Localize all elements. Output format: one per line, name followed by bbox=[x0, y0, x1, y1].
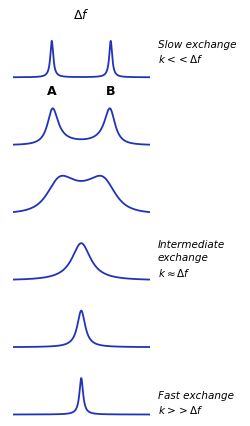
Text: B: B bbox=[106, 85, 116, 98]
Text: Slow exchange
$k<<\Delta f$: Slow exchange $k<<\Delta f$ bbox=[158, 40, 236, 65]
Text: $\Delta f$: $\Delta f$ bbox=[73, 8, 90, 22]
Text: Intermediate
exchange
$k\approx\Delta f$: Intermediate exchange $k\approx\Delta f$ bbox=[158, 240, 225, 279]
Text: A: A bbox=[47, 85, 56, 98]
Text: Fast exchange
$k>>\Delta f$: Fast exchange $k>>\Delta f$ bbox=[158, 391, 234, 416]
